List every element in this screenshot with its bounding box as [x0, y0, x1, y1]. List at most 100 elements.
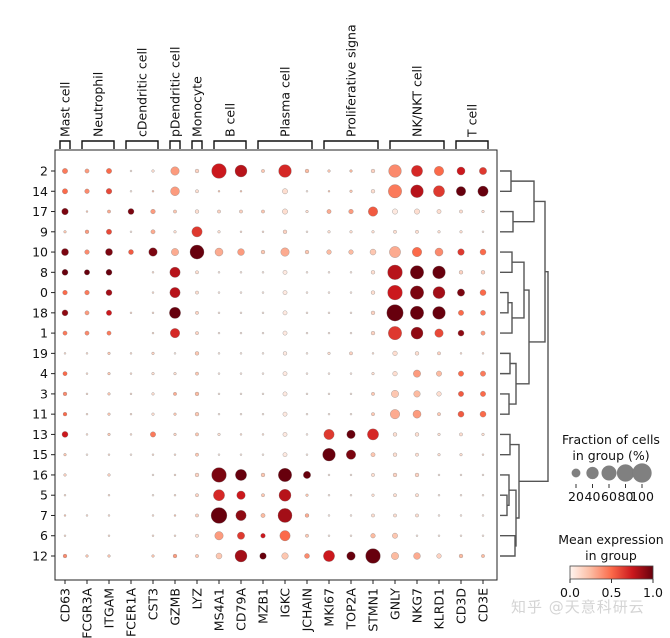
dot-10-FCER1A [128, 249, 134, 255]
dot-3-CD3D [458, 391, 464, 397]
plot-frame [54, 149, 498, 581]
y-tick-label: 4 [40, 366, 48, 381]
dot-17-MS4A1 [217, 209, 221, 214]
dot-17-CD3D [459, 209, 463, 214]
size-legend-dot [601, 465, 617, 481]
size-legend-label: 40 [585, 489, 601, 504]
dot-9-ITGAM [106, 228, 112, 235]
dot-1-ITGAM [106, 330, 112, 336]
dot-18-CD3E [480, 310, 486, 316]
dot-16-CD79A [235, 469, 247, 481]
dot-18-CD63 [61, 309, 69, 316]
dot-2-NKG7 [411, 165, 423, 177]
dot-7-MKI67 [327, 514, 331, 517]
dot-10-GNLY [389, 246, 401, 258]
dot-19-NKG7 [414, 351, 420, 356]
dot-16-JCHAIN [303, 471, 311, 479]
dot-15-MS4A1 [217, 453, 221, 456]
dot-14-MKI67 [327, 190, 331, 193]
dot-13-CD79A [239, 433, 243, 436]
dot-19-STMN1 [371, 352, 375, 355]
dot-4-GZMB [173, 372, 177, 376]
dot-1-IGKC [282, 330, 288, 336]
dot-2-JCHAIN [304, 168, 310, 174]
dot-16-CD3D [459, 473, 463, 477]
dot-8-TOP2A [349, 271, 353, 274]
y-tick-label: 17 [32, 204, 48, 219]
dot-17-CD3E [481, 210, 485, 214]
y-tick-label: 18 [32, 305, 48, 320]
dot-13-GZMB [173, 432, 177, 436]
dot-10-ITGAM [105, 248, 113, 256]
dot-4-CD3E [480, 370, 486, 377]
dot-14-MS4A1 [217, 190, 221, 193]
dot-3-MS4A1 [217, 392, 221, 395]
dot-8-JCHAIN [305, 271, 309, 274]
dot-12-MKI67 [323, 550, 335, 562]
dot-4-CST3 [151, 372, 155, 376]
dot-18-CD79A [239, 311, 243, 314]
dot-15-CD3E [481, 453, 485, 456]
x-tick-label: JCHAIN [300, 588, 315, 632]
y-tick-label: 6 [40, 528, 48, 543]
dendrogram-link [511, 180, 535, 223]
dot-8-LYZ [195, 270, 199, 275]
x-tick-label: MS4A1 [212, 588, 227, 631]
dot-3-TOP2A [349, 392, 353, 395]
dot-14-CD3D [456, 186, 466, 197]
dot-7-FCGR3A [85, 514, 89, 517]
dot-6-IGKC [279, 530, 291, 542]
dot-4-LYZ [195, 371, 199, 376]
dot-15-CD79A [239, 453, 243, 456]
dot-18-LYZ [195, 311, 199, 315]
dot-10-KLRD1 [434, 247, 444, 257]
dot-19-MKI67 [327, 351, 331, 355]
y-tick-label: 16 [32, 467, 48, 482]
dot-12-KLRD1 [436, 553, 442, 559]
dendrogram-link [500, 170, 512, 192]
dot-13-NKG7 [414, 432, 420, 437]
dot-17-NKG7 [414, 208, 420, 215]
dot-9-JCHAIN [305, 230, 309, 233]
dot-0-ITGAM [105, 289, 113, 296]
dot-11-CD79A [239, 413, 243, 416]
dot-19-LYZ [194, 351, 200, 356]
dot-13-CD3D [459, 432, 463, 437]
dot-15-GZMB [173, 453, 177, 456]
x-tick-label: FCER1A [124, 588, 139, 637]
gene-group-label: cDendritic cell [135, 48, 150, 137]
dot-3-KLRD1 [436, 391, 442, 397]
dot-7-MZB1 [260, 513, 266, 518]
dot-19-KLRD1 [437, 351, 441, 356]
dendrogram-link [519, 270, 549, 482]
dot-5-CD63 [63, 494, 67, 497]
gene-group-bracket [323, 140, 379, 149]
dot-13-CST3 [150, 431, 156, 438]
gene-group-labels: Mast cell Neutrophil cDendritic cell pDendr… [58, 24, 480, 138]
dot-15-IGKC [282, 452, 288, 457]
dot-11-FCGR3A [85, 413, 89, 416]
dot-6-GNLY [392, 532, 398, 539]
dot-18-FCGR3A [84, 310, 90, 316]
dot-8-CD63 [61, 269, 69, 276]
dendrogram-link [500, 291, 509, 314]
dot-19-TOP2A [349, 351, 353, 356]
dot-5-TOP2A [349, 494, 353, 497]
dot-8-STMN1 [370, 270, 376, 275]
dot-16-NKG7 [414, 472, 420, 477]
dot-15-MZB1 [261, 453, 265, 456]
dot-12-STMN1 [365, 548, 381, 564]
dot-12-CD79A [234, 549, 248, 563]
dot-4-FCGR3A [85, 372, 89, 375]
dot-2-MKI67 [327, 169, 331, 173]
dot-10-STMN1 [369, 248, 377, 256]
dot-13-MZB1 [261, 433, 265, 436]
dot-17-FCGR3A [85, 210, 89, 213]
dot-5-ITGAM [107, 494, 111, 497]
dot-3-GNLY [391, 390, 399, 398]
gene-group-bracket [59, 140, 71, 149]
dot-19-CST3 [151, 351, 155, 355]
dot-6-MZB1 [260, 533, 266, 539]
dot-16-CST3 [151, 473, 155, 477]
